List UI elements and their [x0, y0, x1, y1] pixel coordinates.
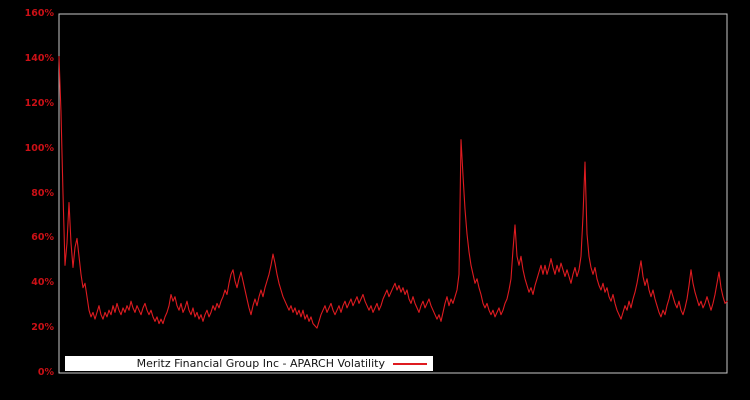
legend-line-sample-icon — [393, 362, 427, 365]
y-axis-tick-label: 40% — [31, 277, 54, 289]
y-axis-tick-label: 120% — [24, 97, 54, 109]
y-axis-tick-label: 140% — [24, 52, 54, 64]
y-axis-tick-label: 160% — [24, 8, 54, 19]
y-axis-tick-label: 60% — [31, 232, 54, 244]
y-axis-tick-label: 20% — [31, 322, 54, 334]
y-axis-tick-label: 80% — [31, 187, 54, 199]
plot-border — [58, 13, 728, 374]
legend-label: Meritz Financial Group Inc - APARCH Vola… — [136, 357, 385, 370]
legend: Meritz Financial Group Inc - APARCH Vola… — [65, 356, 433, 371]
y-axis-tick-label: 0% — [37, 367, 54, 378]
y-axis-tick-label: 100% — [24, 142, 54, 154]
volatility-line-series — [58, 56, 728, 329]
